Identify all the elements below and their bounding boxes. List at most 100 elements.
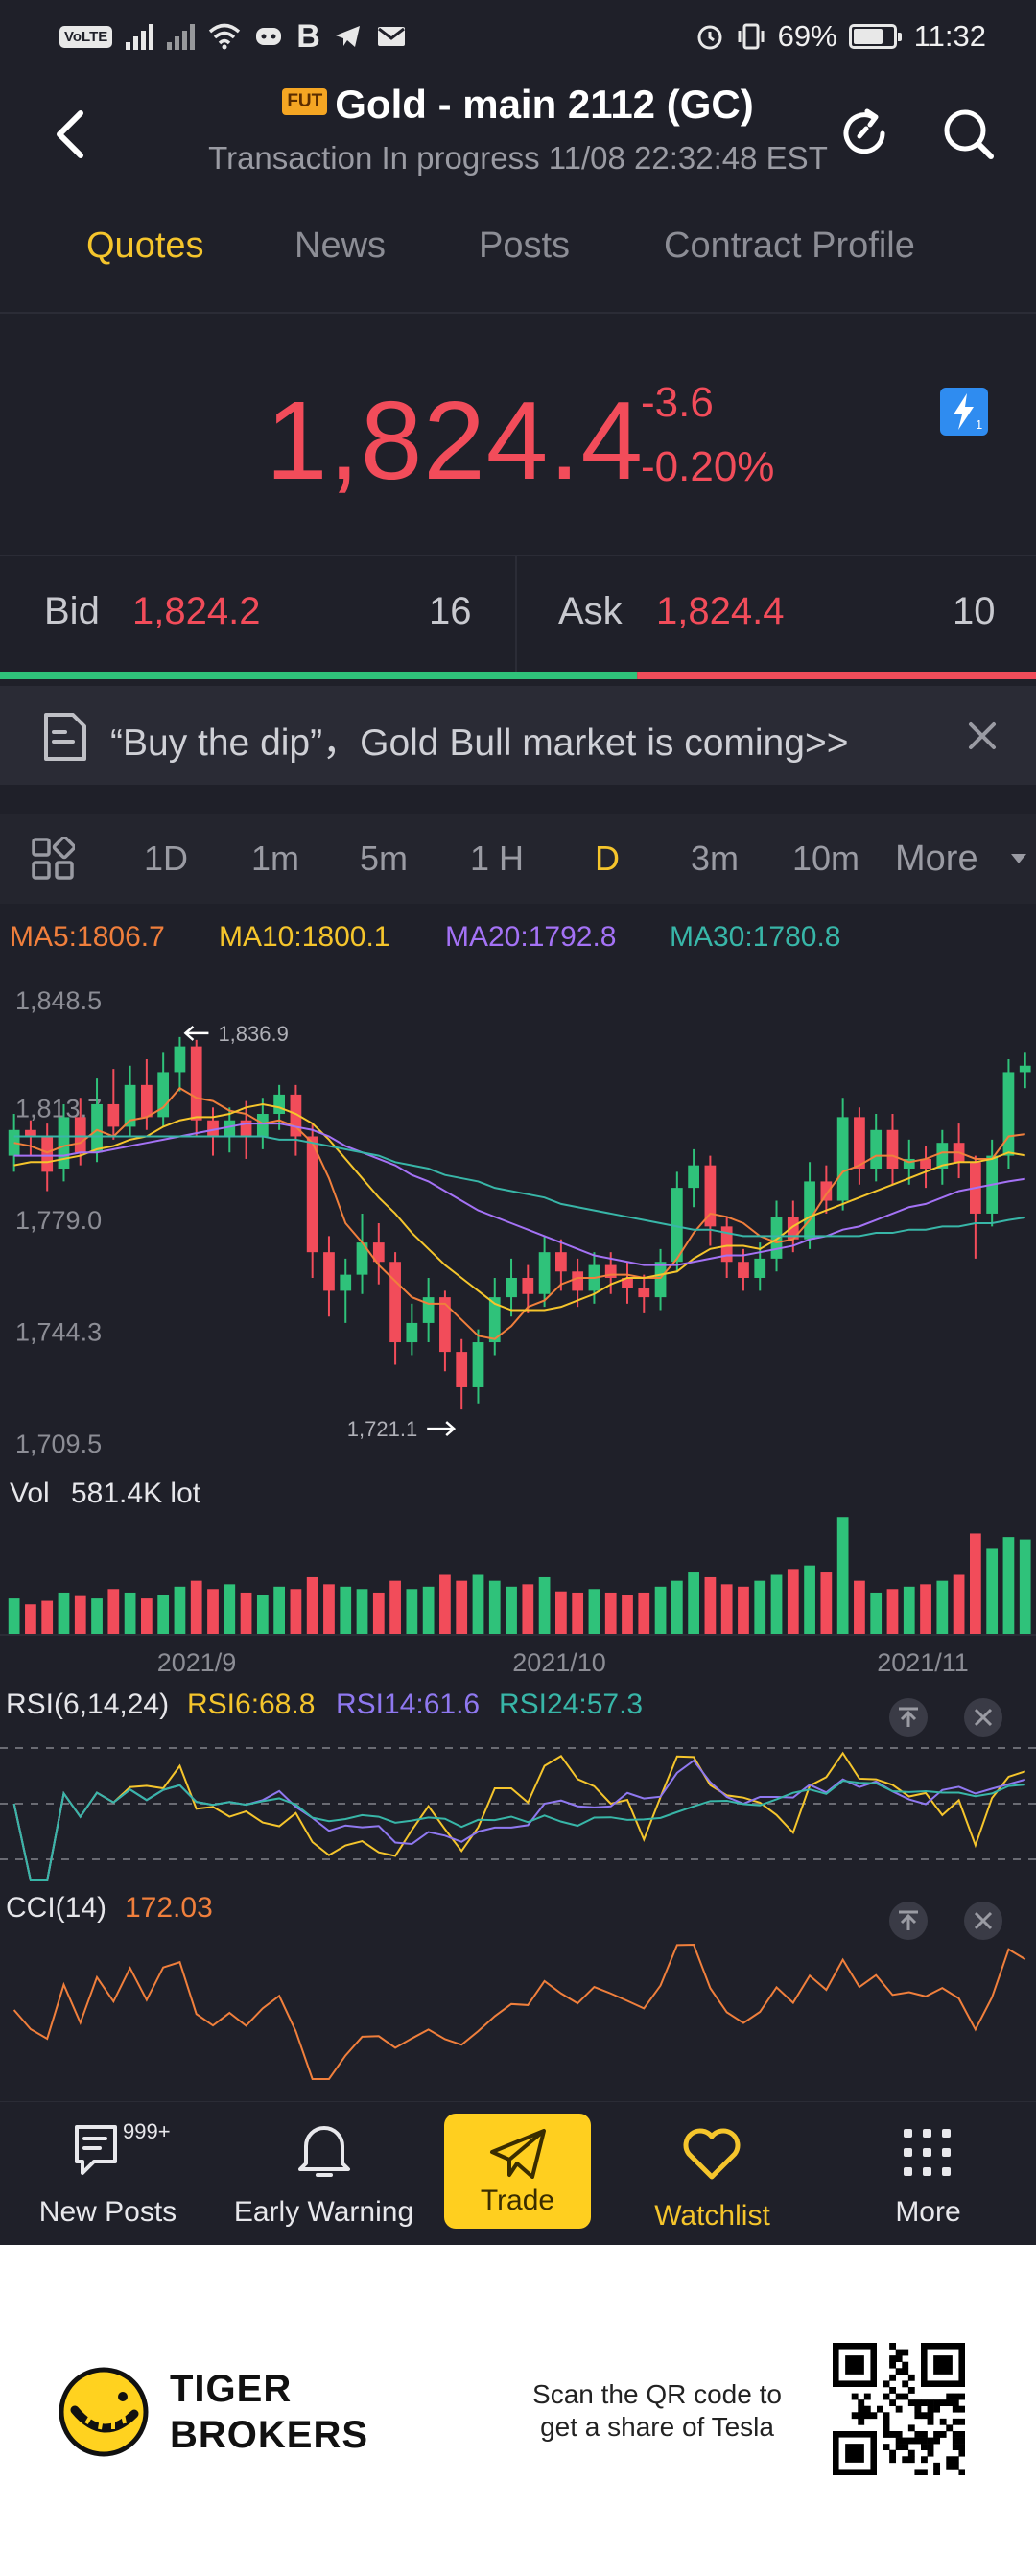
cci-value: 172.03 [125, 1892, 213, 1924]
candle-body [1019, 1065, 1031, 1073]
page-title: FUT Gold - main 2112 (GC) [0, 82, 1036, 128]
period-5m[interactable]: 5m [360, 839, 409, 878]
bell-icon [298, 2126, 350, 2177]
nav-watchlist[interactable]: Watchlist [624, 2102, 801, 2246]
fut-badge: FUT [282, 87, 328, 115]
volume-bar [986, 1548, 999, 1634]
rsi-pin-button[interactable] [889, 1698, 928, 1737]
volume-bar [1019, 1539, 1031, 1634]
vibrate-icon [738, 23, 765, 50]
period-d[interactable]: D [595, 839, 620, 878]
candle-body [804, 1181, 815, 1240]
ma-line-ma30 [13, 1135, 1025, 1238]
candle-body [604, 1264, 617, 1278]
candle-body [207, 1120, 219, 1137]
period-1h[interactable]: 1 H [470, 839, 525, 878]
tab-news[interactable]: News [294, 225, 387, 266]
wifi-icon [209, 23, 241, 50]
volume-bar [572, 1592, 584, 1634]
tab-bar: Quotes News Posts Contract Profile [0, 225, 1036, 293]
search-button[interactable] [938, 104, 998, 163]
bid-label: Bid [44, 590, 100, 632]
nav-more-label: More [895, 2196, 961, 2228]
refresh-button[interactable] [835, 104, 894, 163]
volume-bar [439, 1574, 451, 1634]
bid-ask-panel: Bid 1,824.2 16 Ask 1,824.4 10 [0, 556, 1036, 672]
cci-close-button[interactable] [964, 1902, 1002, 1940]
volume-bar [389, 1580, 401, 1634]
promo-banner[interactable]: “Buy the dip”，Gold Bull market is coming… [0, 686, 1036, 785]
volume-bar [555, 1591, 567, 1634]
candle-body [787, 1217, 799, 1240]
period-3m[interactable]: 3m [691, 839, 740, 878]
layout-grid-icon[interactable] [31, 837, 75, 881]
posts-icon [75, 2125, 117, 2175]
promo-text: “Buy the dip”，Gold Bull market is coming… [110, 722, 849, 764]
candle-body [671, 1188, 683, 1263]
cci-pin-button[interactable] [889, 1902, 928, 1940]
status-left: VoLTE B [59, 17, 407, 56]
bolt-icon: 1 [954, 393, 982, 432]
volume-bar [820, 1572, 833, 1634]
nav-early-warning-label: Early Warning [233, 2196, 414, 2228]
candle-body [290, 1094, 302, 1137]
nav-early-warning[interactable]: Early Warning [216, 2102, 432, 2246]
qr-code[interactable] [833, 2343, 965, 2475]
candle-body [820, 1181, 833, 1201]
kline-chart[interactable]: 1,848.51,813.71,779.01,744.31,709.5 1,83… [0, 959, 1036, 2101]
volume-bar [422, 1586, 435, 1634]
brand-line2: BROKERS [170, 2414, 369, 2456]
period-more[interactable]: More [895, 839, 978, 879]
period-1m[interactable]: 1m [251, 839, 300, 878]
ma-line-ma5 [13, 1086, 1025, 1340]
chevron-left-icon [57, 110, 83, 158]
volume-bar [870, 1592, 883, 1634]
ma10-legend: MA10:1800.1 [219, 921, 390, 953]
candle-body [654, 1262, 667, 1298]
candle-body [240, 1120, 252, 1137]
tab-contract-profile[interactable]: Contract Profile [664, 225, 915, 266]
candle-body [141, 1084, 153, 1118]
candle-body [25, 1129, 36, 1137]
nav-new-posts[interactable]: 999+ New Posts [19, 2102, 197, 2246]
volume-bar [538, 1576, 551, 1634]
tab-quotes[interactable]: Quotes [86, 225, 204, 266]
trade-button[interactable]: Trade [444, 2114, 591, 2229]
volume-bar [8, 1598, 20, 1634]
signal2-icon [167, 23, 196, 50]
ma30-legend: MA30:1780.8 [670, 921, 841, 953]
candle-body [886, 1129, 899, 1170]
scan-text-line1: Scan the QR code to [532, 2379, 782, 2409]
tab-posts[interactable]: Posts [479, 225, 571, 266]
document-icon [44, 713, 86, 761]
volume-bar [506, 1586, 517, 1634]
caret-down-icon [1011, 854, 1026, 863]
period-1d[interactable]: 1D [144, 839, 189, 878]
candle-body [770, 1217, 783, 1259]
divider [0, 312, 1036, 314]
battery-icon [848, 24, 902, 49]
candle-body [638, 1288, 650, 1298]
close-icon[interactable] [967, 721, 998, 751]
cci-label: CCI(14) [6, 1892, 106, 1924]
back-button[interactable] [38, 96, 96, 173]
signal-icon [126, 23, 154, 50]
candle-body [174, 1046, 186, 1073]
lightning-icon[interactable]: 1 [940, 388, 988, 436]
volume-bar [671, 1580, 683, 1634]
volume-bar [372, 1592, 385, 1634]
nav-more[interactable]: More [844, 2102, 1012, 2246]
candle-body [688, 1165, 699, 1189]
period-10m[interactable]: 10m [792, 839, 860, 878]
svg-text:1: 1 [976, 417, 982, 432]
candle-body [538, 1252, 551, 1294]
rsi-close-button[interactable] [964, 1698, 1002, 1737]
promo-footer: TIGER BROKERS Scan the QR code to get a … [0, 2245, 1036, 2576]
volume-bar [58, 1592, 70, 1634]
volume-bar [25, 1604, 36, 1634]
candle-body [356, 1242, 368, 1275]
candle-body [854, 1117, 865, 1170]
volume-bar [406, 1589, 418, 1634]
trading-status: Transaction In progress 11/08 22:32:48 E… [208, 140, 828, 176]
candle-body [506, 1277, 517, 1298]
